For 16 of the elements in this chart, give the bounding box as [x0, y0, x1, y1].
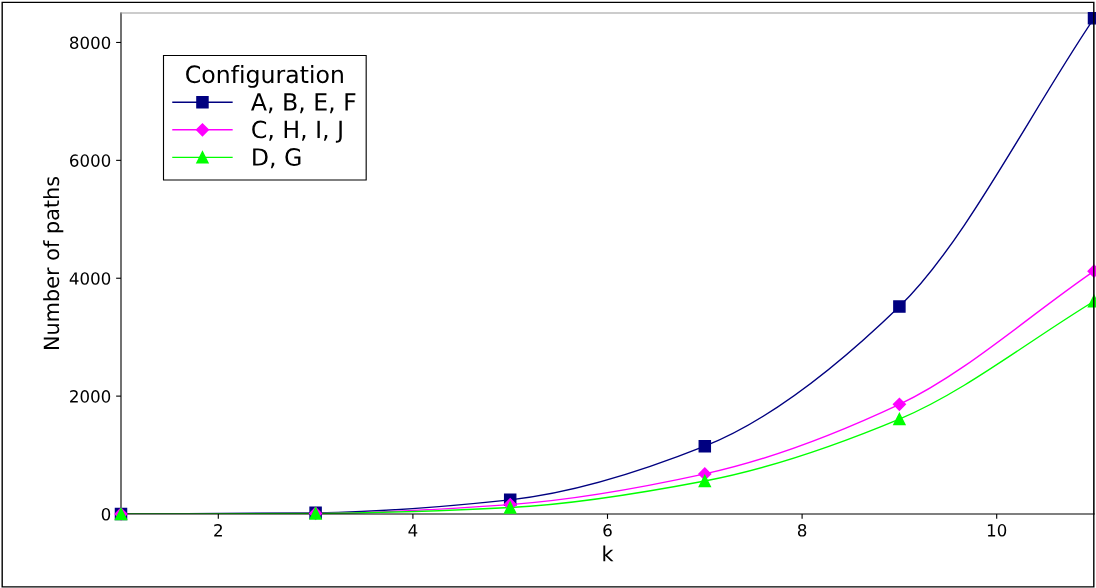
y-tick-label: 6000 — [70, 154, 111, 167]
legend-label: C, H, I, J — [252, 120, 342, 143]
y-tick-label: 4000 — [69, 272, 111, 285]
x-tick-label: 8 — [797, 524, 807, 537]
legend-title: Configuration — [186, 64, 343, 88]
y-tick-label: 0 — [101, 507, 111, 521]
y-axis-title: Number of paths — [43, 176, 64, 350]
x-tick-label: 2 — [214, 524, 222, 537]
legend-label: A, B, E, F — [251, 93, 356, 114]
y-tick-label: 2000 — [70, 390, 111, 403]
x-tick-label: 10 — [987, 524, 1007, 537]
y-tick-label: 8000 — [69, 36, 111, 50]
x-tick-label: 4 — [408, 524, 418, 537]
x-axis-title: k — [603, 545, 614, 562]
legend-label: D, G — [253, 148, 301, 169]
x-tick-label: 6 — [603, 524, 612, 537]
